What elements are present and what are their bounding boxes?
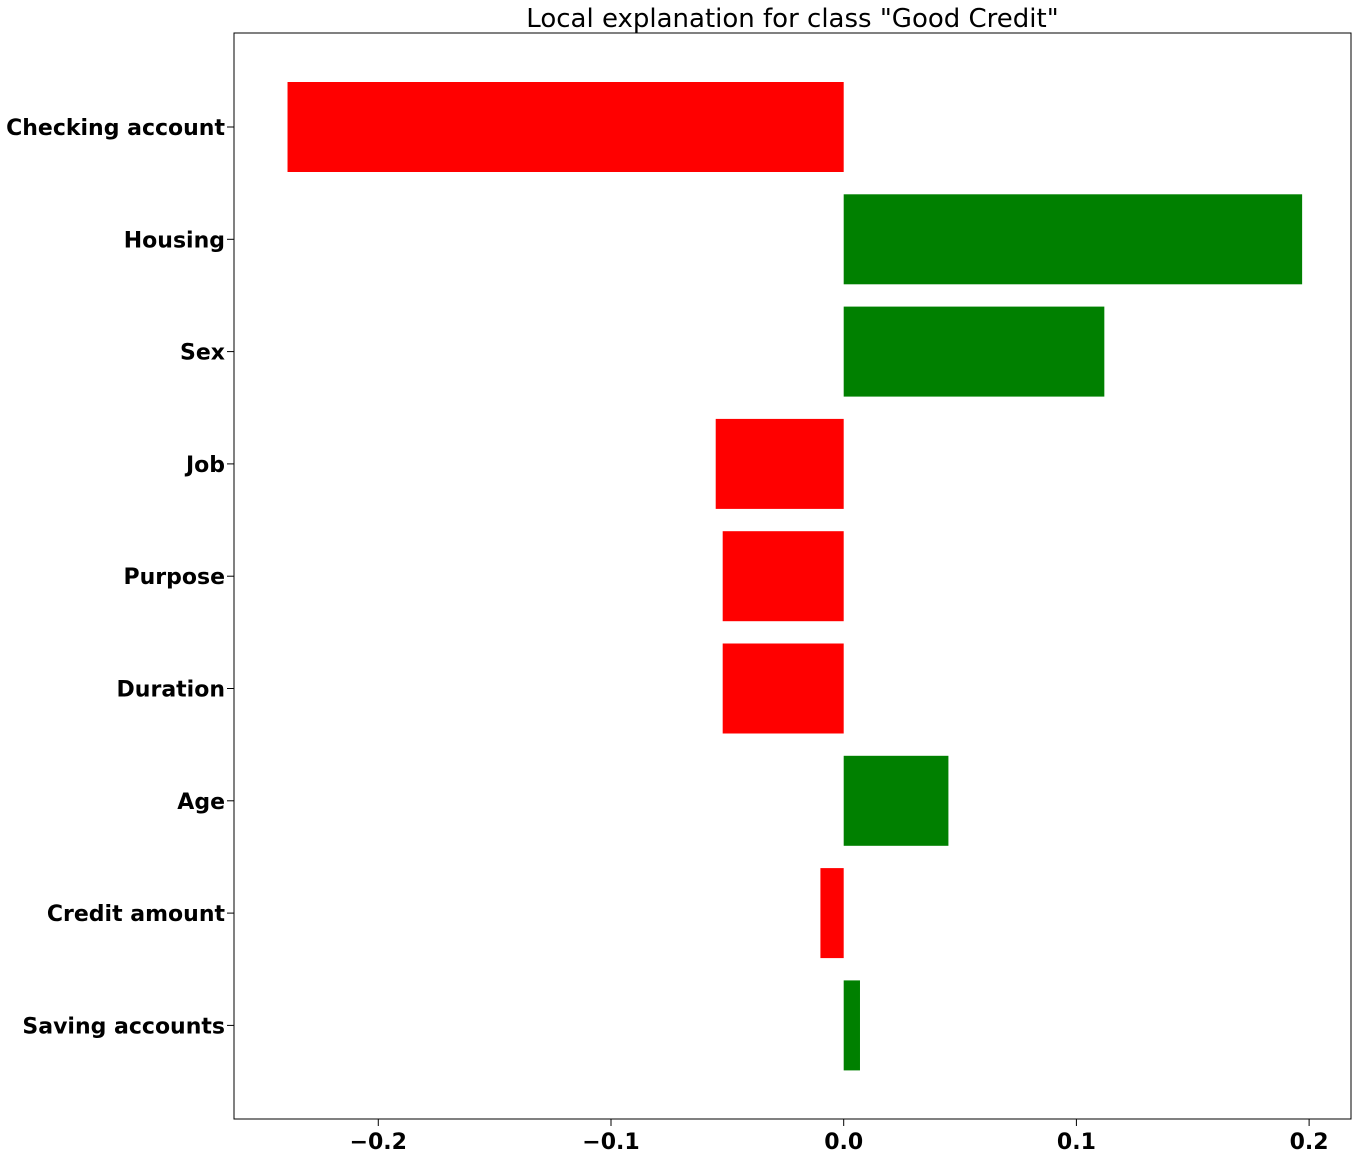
bar-age — [843, 755, 949, 846]
plot-frame — [233, 32, 1352, 1120]
chart-title: Local explanation for class "Good Credit… — [526, 4, 1058, 34]
bar-purpose — [722, 531, 844, 622]
y-tick-label: Job — [184, 453, 225, 478]
x-tick-label: 0.0 — [824, 1130, 863, 1154]
bar-sex — [843, 306, 1105, 397]
bar-checking-account — [287, 82, 844, 172]
x-tick-label: −0.2 — [350, 1130, 407, 1154]
y-tick-label: Age — [177, 790, 225, 815]
x-tick-label: −0.1 — [582, 1130, 639, 1154]
bar-credit-amount — [820, 868, 844, 959]
bar-housing — [843, 194, 1303, 285]
y-tick-label: Saving accounts — [22, 1014, 225, 1039]
bar-duration — [722, 643, 844, 734]
bar-job — [715, 418, 844, 509]
x-tick-label: 0.2 — [1290, 1130, 1329, 1154]
bar-saving-accounts — [843, 980, 860, 1071]
y-tick-label: Sex — [180, 341, 225, 366]
y-tick-label: Duration — [117, 678, 225, 703]
x-axis: −0.2 −0.1 0.0 0.1 0.2 — [350, 1119, 1329, 1154]
y-tick-label: Purpose — [123, 565, 225, 590]
y-tick-label: Housing — [124, 228, 225, 253]
y-tick-label: Credit amount — [47, 902, 226, 927]
x-tick-label: 0.1 — [1057, 1130, 1096, 1154]
y-tick-label: Checking account — [6, 116, 225, 141]
y-axis: Checking account Housing Sex Job Purpose Dura… — [6, 116, 234, 1039]
bars-group — [287, 82, 1303, 1071]
